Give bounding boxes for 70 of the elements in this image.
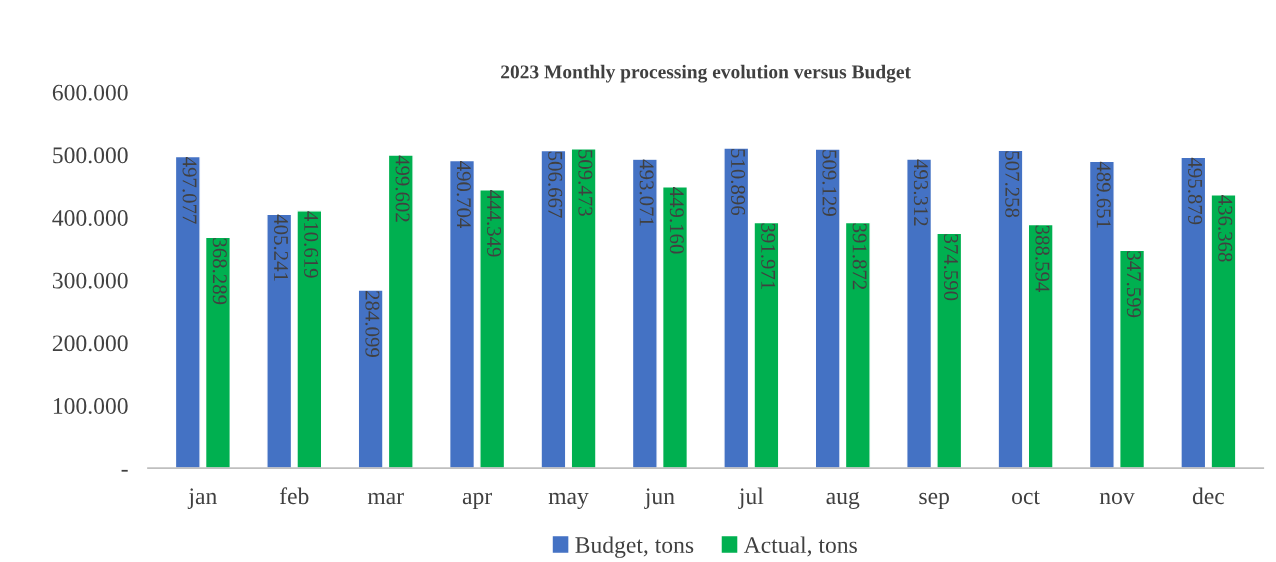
chart-title: 2023 Monthly processing evolution versus Budget — [501, 64, 911, 83]
y-tick-label: 300.000 — [52, 272, 128, 289]
data-label: 391.872 — [852, 223, 867, 290]
y-tick-label: 500.000 — [53, 147, 128, 164]
bar — [174, 155, 201, 469]
legend-label: Budget, tons — [575, 536, 694, 558]
x-tick-label: jul — [738, 487, 764, 509]
data-label: 495.879 — [1188, 157, 1203, 225]
x-tick-label: apr — [462, 492, 492, 509]
y-tick-label: - — [121, 469, 128, 472]
data-label: 410.619 — [304, 211, 319, 278]
bar — [936, 232, 963, 469]
data-label: 490.704 — [456, 161, 471, 229]
bar — [723, 147, 750, 469]
bar — [753, 221, 780, 469]
bar — [661, 185, 689, 469]
x-tick-label: feb — [279, 487, 309, 505]
data-label: 388.594 — [1035, 225, 1050, 293]
y-tick-label: 200.000 — [52, 335, 128, 352]
y-tick-label: 100.000 — [53, 397, 128, 415]
bar — [631, 158, 658, 469]
bar — [204, 236, 231, 469]
bar — [479, 189, 506, 469]
data-label: 509.129 — [822, 150, 837, 216]
x-tick-label: dec — [1192, 487, 1225, 505]
data-label: 507.258 — [1005, 151, 1020, 218]
data-label: 436.368 — [1218, 195, 1233, 262]
bar — [570, 148, 597, 469]
y-tick-label: 400.000 — [52, 209, 128, 227]
y-tick-label: 600.000 — [52, 84, 128, 101]
bar — [844, 221, 871, 469]
bar — [997, 149, 1024, 469]
bar — [1119, 249, 1146, 469]
data-label: 509.473 — [578, 150, 593, 216]
bar — [814, 148, 841, 469]
bar — [1210, 194, 1237, 469]
data-label: 449.160 — [669, 187, 684, 254]
data-label: 284.099 — [365, 291, 380, 357]
data-label: 510.896 — [730, 149, 746, 216]
x-tick-label: may — [548, 492, 589, 509]
x-tick-label: oct — [1012, 490, 1040, 505]
data-label: 489.651 — [1096, 161, 1111, 228]
bar — [906, 158, 933, 469]
data-label: 368.289 — [212, 238, 227, 305]
x-tick-label: mar — [367, 492, 404, 505]
data-label: 405.241 — [273, 214, 289, 281]
bar — [448, 159, 476, 469]
data-label: 347.599 — [1126, 251, 1141, 318]
x-tick-label: nov — [1099, 492, 1135, 505]
bar — [1088, 160, 1115, 469]
data-label: 493.071 — [639, 159, 654, 226]
data-label: 497.077 — [182, 157, 197, 224]
data-label: 391.971 — [761, 223, 776, 289]
data-label: 506.667 — [548, 151, 563, 218]
bar — [1180, 156, 1207, 469]
bar — [266, 213, 293, 469]
x-tick-label: jun — [644, 488, 675, 509]
x-tick-label: aug — [826, 491, 860, 509]
bar — [1027, 223, 1054, 469]
x-tick-label: jan — [187, 488, 217, 509]
data-label: 444.349 — [486, 190, 501, 257]
bar — [540, 149, 567, 469]
bar — [387, 154, 414, 469]
legend-label: Actual, tons — [743, 536, 857, 557]
x-tick-label: sep — [919, 492, 949, 509]
bar — [296, 210, 323, 469]
data-label: 374.590 — [943, 234, 959, 301]
bar — [357, 289, 384, 469]
data-label: 493.312 — [913, 159, 928, 226]
data-label: 499.602 — [395, 155, 410, 222]
